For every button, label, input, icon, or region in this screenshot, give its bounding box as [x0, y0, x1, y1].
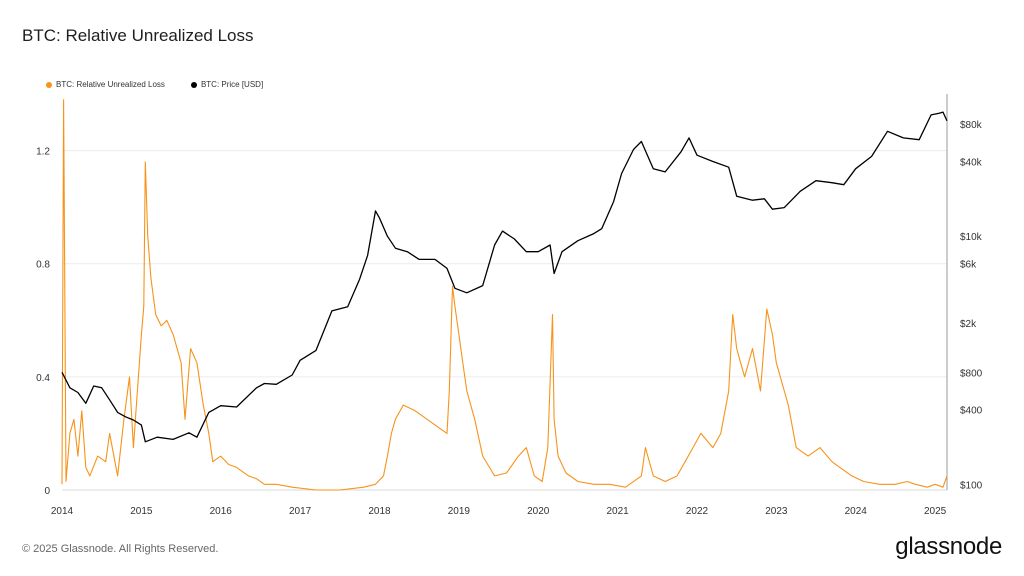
y-right-tick-label: $400	[960, 406, 983, 417]
y-right-tick-label: $100	[960, 480, 983, 491]
y-right-tick-label: $80k	[960, 120, 983, 131]
page-title: BTC: Relative Unrealized Loss	[22, 26, 254, 45]
y-right-tick-label: $2k	[960, 319, 977, 330]
y-left-tick-label: 1.2	[36, 147, 50, 158]
x-tick-label: 2016	[210, 506, 233, 517]
x-tick-label: 2021	[606, 506, 629, 517]
y-right-tick-label: $800	[960, 368, 983, 379]
y-left-tick-label: 0.8	[36, 260, 50, 271]
x-tick-label: 2019	[448, 506, 471, 517]
legend-dot-price	[190, 81, 197, 88]
legend-dot-loss	[46, 81, 52, 88]
y-right-tick-label: $6k	[960, 260, 977, 271]
legend: BTC: Relative Unrealized Loss BTC: Price…	[46, 80, 263, 89]
y-right-tick-label: $40k	[960, 157, 983, 168]
x-tick-label: 2022	[686, 506, 709, 517]
y-left-tick-label: 0	[44, 486, 50, 497]
series-line-loss	[61, 99, 948, 491]
x-tick-label: 2024	[845, 506, 868, 517]
series-line-price	[61, 111, 948, 443]
legend-label-price: BTC: Price [USD]	[200, 80, 264, 89]
x-tick-label: 2015	[130, 506, 153, 517]
glassnode-logo: glassnode	[895, 533, 1002, 560]
copyright-text: © 2025 Glassnode. All Rights Reserved.	[22, 543, 219, 555]
legend-label-loss: BTC: Relative Unrealized Loss	[56, 80, 165, 89]
legend-item-loss[interactable]: BTC: Relative Unrealized Loss	[46, 80, 165, 89]
y-left-tick-label: 0.4	[36, 373, 50, 384]
legend-item-price[interactable]: BTC: Price [USD]	[190, 80, 264, 89]
x-tick-label: 2023	[765, 506, 788, 517]
y-right-tick-label: $10k	[960, 232, 983, 243]
x-tick-label: 2025	[924, 506, 947, 517]
x-tick-label: 2020	[527, 506, 550, 517]
x-tick-label: 2018	[368, 506, 391, 517]
x-tick-label: 2017	[289, 506, 312, 517]
x-tick-label: 2014	[51, 506, 74, 517]
